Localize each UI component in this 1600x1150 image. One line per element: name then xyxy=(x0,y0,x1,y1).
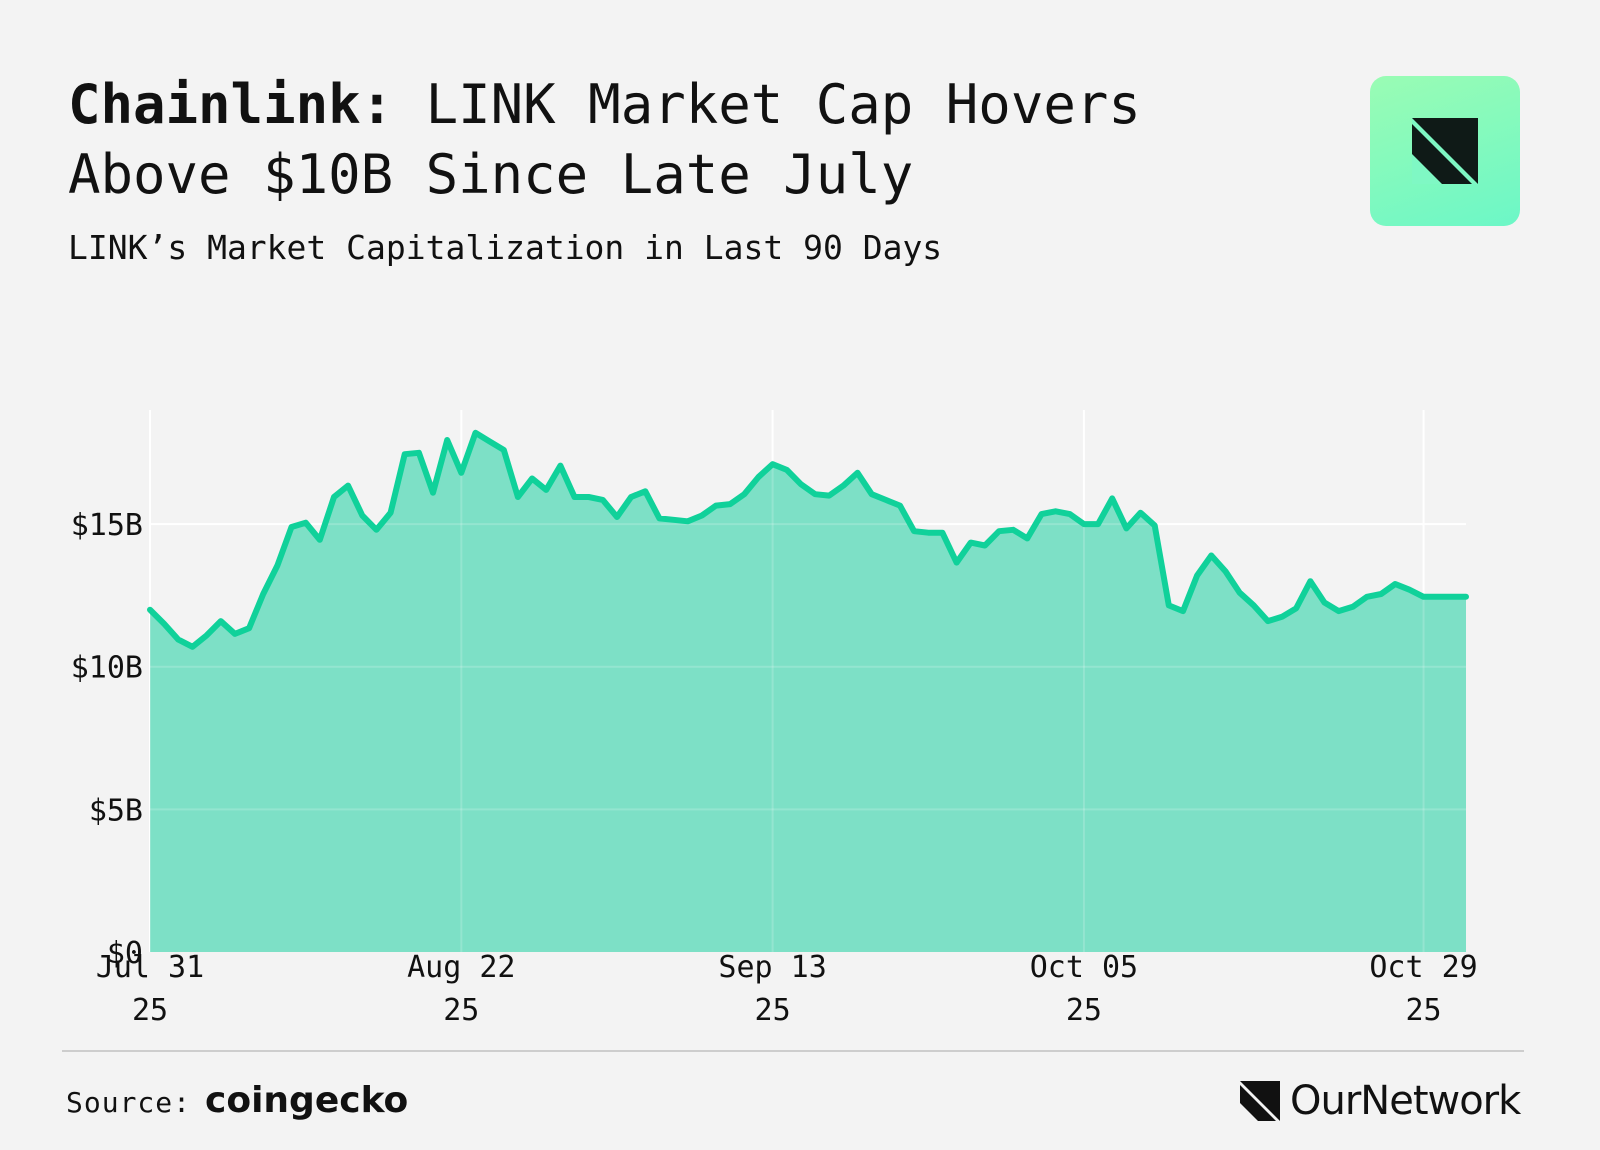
source-name: coingecko xyxy=(205,1080,409,1121)
chart-area: $0 $5B $10B $15B Jul 31 25 Aug 22 25 Sep 13 25 Oct… xyxy=(0,380,1600,1040)
source-label: Source: xyxy=(66,1086,192,1119)
brand-logo-tile xyxy=(1370,76,1520,226)
chart-title-rest: LINK Market Cap Hovers Above $10B Since … xyxy=(68,73,1141,206)
x-tick-label: 25 xyxy=(755,993,791,1028)
market-cap-line xyxy=(147,429,1469,650)
chart-subtitle: LINK’s Market Capitalization in Last 90 … xyxy=(68,228,943,267)
market-cap-chart: $0 $5B $10B $15B Jul 31 25 Aug 22 25 Sep 13 25 Oct… xyxy=(71,410,1478,1028)
x-tick-label: Oct 29 xyxy=(1369,950,1477,985)
brand-name: OurNetwork xyxy=(1290,1078,1521,1124)
x-tick-label: 25 xyxy=(1405,993,1441,1028)
x-tick-label: 25 xyxy=(443,993,479,1028)
y-tick-label: $5B xyxy=(89,793,143,828)
source-credit: Source: coingecko xyxy=(66,1080,408,1121)
chart-title-strong: Chainlink: xyxy=(68,73,394,136)
x-tick-label: Oct 05 xyxy=(1030,950,1138,985)
x-tick-label: Aug 22 xyxy=(407,950,515,985)
x-tick-label: Sep 13 xyxy=(718,950,826,985)
y-tick-label: $10B xyxy=(71,651,143,686)
market-cap-area xyxy=(150,432,1466,952)
ournetwork-mark-icon xyxy=(1412,118,1478,184)
x-tick-label: Jul 31 xyxy=(96,950,204,985)
y-tick-label: $0 xyxy=(107,936,143,971)
brand-footer: OurNetwork xyxy=(1240,1078,1521,1124)
footer-divider xyxy=(62,1050,1524,1052)
y-tick-label: $15B xyxy=(71,508,143,543)
x-tick-label: 25 xyxy=(132,993,168,1028)
x-tick-label: 25 xyxy=(1066,993,1102,1028)
ournetwork-mark-icon xyxy=(1240,1081,1280,1121)
chart-title: Chainlink: LINK Market Cap Hovers Above … xyxy=(68,70,1328,210)
